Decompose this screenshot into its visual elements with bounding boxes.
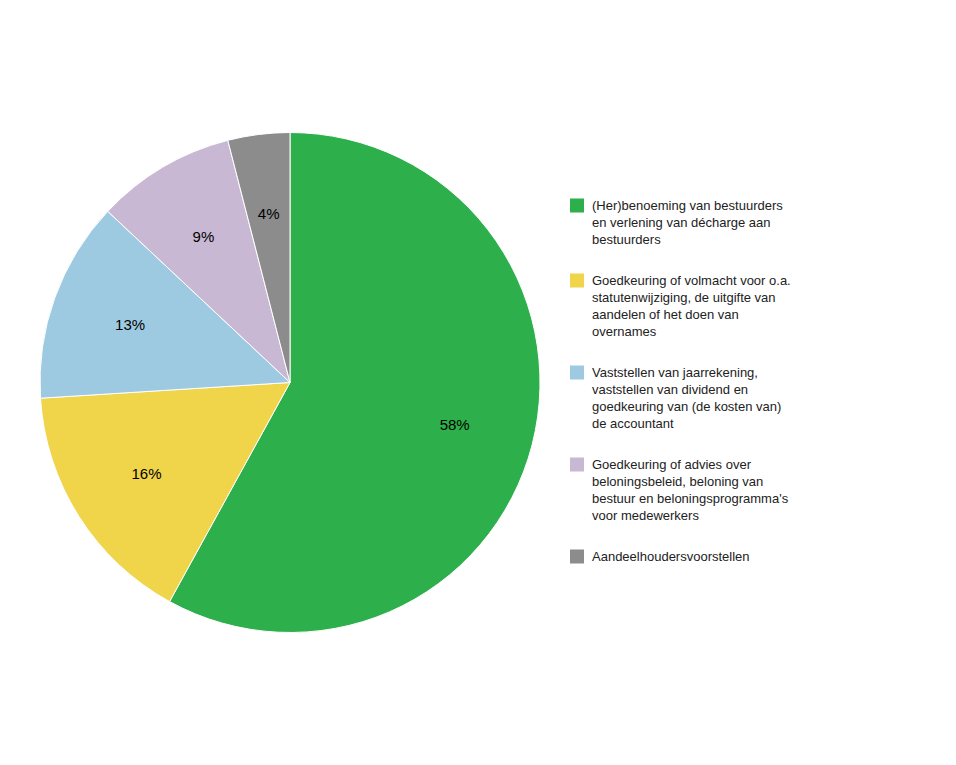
legend-label-line: Vaststellen van jaarrekening, bbox=[592, 365, 758, 380]
legend-label-line: en verlening van décharge aan bbox=[592, 215, 771, 230]
legend-label: Goedkeuring of volmacht voor o.a. statute… bbox=[592, 273, 791, 339]
legend-label-line: Goedkeuring of advies over bbox=[592, 457, 752, 472]
legend-item: Aandeelhoudersvoorstellen bbox=[570, 549, 750, 564]
legend-swatch bbox=[570, 458, 584, 472]
legend-label-line: aandelen of het doen van bbox=[592, 307, 739, 322]
legend-label-line: Goedkeuring of volmacht voor o.a. bbox=[592, 273, 791, 288]
legend-item: Goedkeuring of advies over beloningsbelei… bbox=[570, 457, 789, 523]
legend-swatch bbox=[570, 366, 584, 380]
pie bbox=[40, 133, 540, 633]
chart: 58% 16% 13% 9% 4% (Her)benoeming van bestuurd… bbox=[0, 0, 956, 765]
legend-label-line: overnames bbox=[592, 324, 657, 339]
data-labels: 58% 16% 13% 9% 4% bbox=[115, 205, 470, 482]
data-label: 58% bbox=[440, 416, 470, 433]
legend-label: (Her)benoeming van bestuurders en verleni… bbox=[592, 198, 783, 247]
legend-label: Vaststellen van jaarrekening, vaststellen… bbox=[592, 365, 781, 431]
legend-label-line: vaststellen van dividend en bbox=[592, 382, 748, 397]
legend-item: Vaststellen van jaarrekening, vaststellen… bbox=[570, 365, 781, 431]
legend-label-line: (Her)benoeming van bestuurders bbox=[592, 198, 783, 213]
legend: (Her)benoeming van bestuurders en verleni… bbox=[570, 198, 791, 564]
data-label: 9% bbox=[193, 228, 215, 245]
legend-item: (Her)benoeming van bestuurders en verleni… bbox=[570, 198, 783, 247]
legend-label-line: bestuur en beloningsprogramma's bbox=[592, 491, 789, 506]
pie-slice bbox=[228, 133, 290, 383]
legend-label-line: goedkeuring van (de kosten van) bbox=[592, 399, 781, 414]
legend-label-line: beloningsbeleid, beloning van bbox=[592, 474, 763, 489]
legend-label-line: Aandeelhoudersvoorstellen bbox=[592, 549, 750, 564]
legend-label-line: de accountant bbox=[592, 416, 674, 431]
legend-label-line: statutenwijziging, de uitgifte van bbox=[592, 290, 776, 305]
legend-item: Goedkeuring of volmacht voor o.a. statute… bbox=[570, 273, 791, 339]
legend-label: Goedkeuring of advies over beloningsbelei… bbox=[592, 457, 789, 523]
legend-label-line: voor medewerkers bbox=[592, 508, 699, 523]
legend-label: Aandeelhoudersvoorstellen bbox=[592, 549, 750, 564]
legend-swatch bbox=[570, 550, 584, 564]
legend-swatch bbox=[570, 199, 584, 213]
data-label: 4% bbox=[258, 205, 280, 222]
data-label: 16% bbox=[131, 465, 161, 482]
legend-swatch bbox=[570, 274, 584, 288]
data-label: 13% bbox=[115, 316, 145, 333]
legend-label-line: bestuurders bbox=[592, 232, 661, 247]
pie-slice bbox=[40, 383, 290, 602]
